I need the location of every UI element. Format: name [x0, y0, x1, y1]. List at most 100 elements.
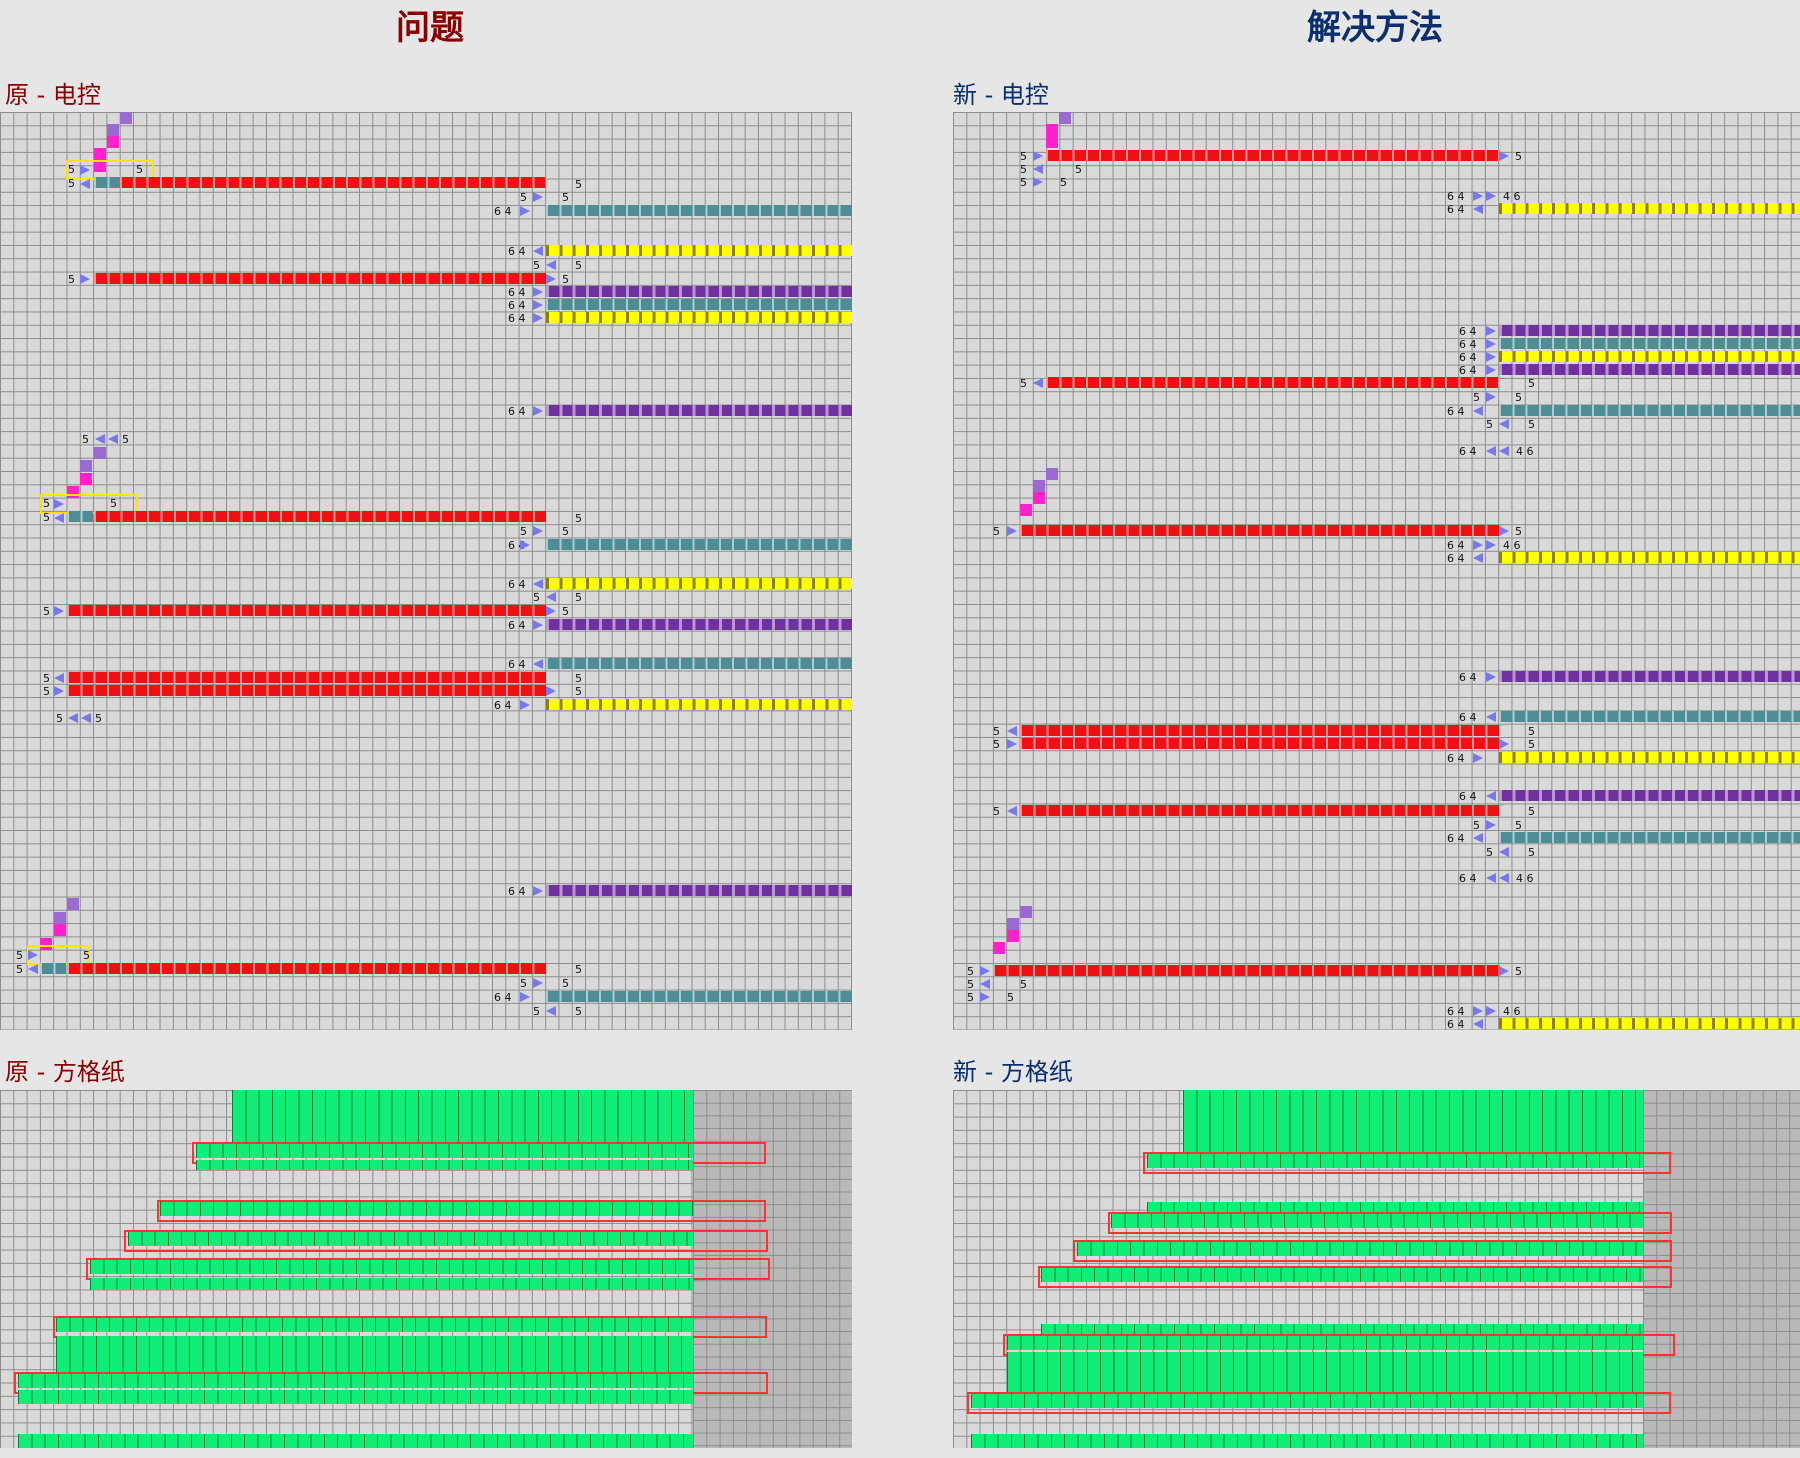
new-grid-panel — [953, 1090, 1800, 1448]
arrow-right-icon — [1486, 1006, 1496, 1016]
arrow-right-icon — [1486, 365, 1496, 375]
arrow-left-icon — [1486, 712, 1496, 722]
number-label: 5 — [520, 525, 527, 538]
number-label: 5 — [562, 191, 569, 204]
arrow-left-icon — [1499, 419, 1509, 429]
green-block — [18, 1374, 693, 1388]
teal-bar — [546, 658, 852, 669]
red-highlight-box — [1038, 1266, 1672, 1288]
color-cell — [1499, 805, 1511, 817]
color-cell — [40, 938, 52, 950]
green-block — [1111, 1214, 1643, 1228]
number-label: 5 — [562, 605, 569, 618]
color-cell — [1499, 725, 1511, 737]
arrow-left-icon — [1473, 1019, 1483, 1029]
teal-bar — [40, 963, 66, 974]
number-label: 6 4 — [1459, 711, 1477, 724]
number-label: 4 6 — [1516, 445, 1534, 458]
arrow-right-icon — [80, 165, 90, 175]
number-label: 5 — [83, 949, 90, 962]
green-block — [1147, 1202, 1643, 1212]
number-label: 5 — [1528, 418, 1535, 431]
color-cell — [54, 912, 66, 924]
color-cell — [1007, 930, 1019, 942]
green-block — [196, 1160, 693, 1170]
number-label: 5 — [575, 512, 582, 525]
old-ec-label: 原 - 电控 — [5, 81, 101, 109]
red-bar — [67, 963, 546, 974]
number-label: 5 — [56, 712, 63, 725]
arrow-left-icon — [1473, 204, 1483, 214]
number-label: 6 4 — [1447, 832, 1465, 845]
color-cell — [107, 124, 119, 136]
color-cell — [533, 698, 545, 710]
red-bar — [67, 605, 546, 616]
arrow-left-icon — [54, 673, 64, 683]
arrow-left-icon — [81, 713, 91, 723]
arrow-left-icon — [1499, 873, 1509, 883]
number-label: 5 — [533, 259, 540, 272]
number-label: 5 — [575, 178, 582, 191]
problem-title: 问题 — [396, 8, 464, 48]
green-block — [18, 1390, 693, 1404]
arrow-right-icon — [54, 606, 64, 616]
arrow-left-icon — [95, 434, 105, 444]
arrow-right-icon — [1499, 526, 1509, 536]
red-bar — [67, 672, 546, 683]
yellow-bar — [546, 312, 852, 323]
yellow-bar — [1499, 1018, 1800, 1029]
arrow-right-icon — [1499, 151, 1509, 161]
number-label: 5 — [136, 163, 143, 176]
number-label: 5 — [95, 712, 102, 725]
arrow-right-icon — [980, 966, 990, 976]
number-label: 4 6 — [1503, 539, 1521, 552]
number-label: 6 4 — [1447, 552, 1465, 565]
arrow-right-icon — [520, 540, 530, 550]
yellow-bar — [546, 578, 852, 589]
arrow-left-icon — [54, 513, 64, 523]
arrow-left-icon — [1486, 791, 1496, 801]
arrow-right-icon — [533, 192, 543, 202]
number-label: 5 — [43, 685, 50, 698]
number-label: 6 4 — [1447, 1005, 1465, 1018]
new-grid-label: 新 - 方格纸 — [953, 1058, 1073, 1086]
red-highlight-box — [1108, 1212, 1672, 1234]
number-label: 5 — [68, 163, 75, 176]
old-grid-panel — [0, 1090, 852, 1448]
number-label: 6 4 — [508, 885, 526, 898]
number-label: 4 6 — [1516, 872, 1534, 885]
number-label: 5 — [1515, 819, 1522, 832]
color-cell — [1486, 751, 1498, 763]
color-cell — [80, 473, 92, 485]
solution-title: 解决方法 — [1307, 8, 1443, 48]
green-block — [196, 1144, 693, 1158]
green-block — [56, 1336, 693, 1372]
green-block — [56, 1318, 693, 1332]
old-grid-label: 原 - 方格纸 — [5, 1058, 125, 1086]
color-cell — [67, 898, 79, 910]
arrow-right-icon — [1486, 326, 1496, 336]
yellow-bar — [1499, 552, 1800, 563]
green-block — [232, 1090, 693, 1142]
teal-bar — [1499, 338, 1800, 349]
number-label: 5 — [562, 977, 569, 990]
number-label: 6 4 — [1447, 190, 1465, 203]
red-bar — [1046, 377, 1499, 388]
number-label: 5 — [16, 949, 23, 962]
number-label: 6 4 — [1459, 790, 1477, 803]
arrow-right-icon — [533, 526, 543, 536]
arrow-right-icon — [1033, 177, 1043, 187]
number-label: 5 — [1020, 978, 1027, 991]
number-label: 5 — [575, 672, 582, 685]
number-label: 6 4 — [1459, 445, 1477, 458]
arrow-right-icon — [533, 406, 543, 416]
green-block — [128, 1232, 693, 1246]
number-label: 5 — [1020, 150, 1027, 163]
number-label: 6 4 — [1459, 872, 1477, 885]
number-label: 6 4 — [1447, 405, 1465, 418]
color-cell — [1033, 480, 1045, 492]
arrow-right-icon — [1007, 739, 1017, 749]
red-bar — [1046, 150, 1499, 161]
green-block — [1147, 1154, 1643, 1168]
